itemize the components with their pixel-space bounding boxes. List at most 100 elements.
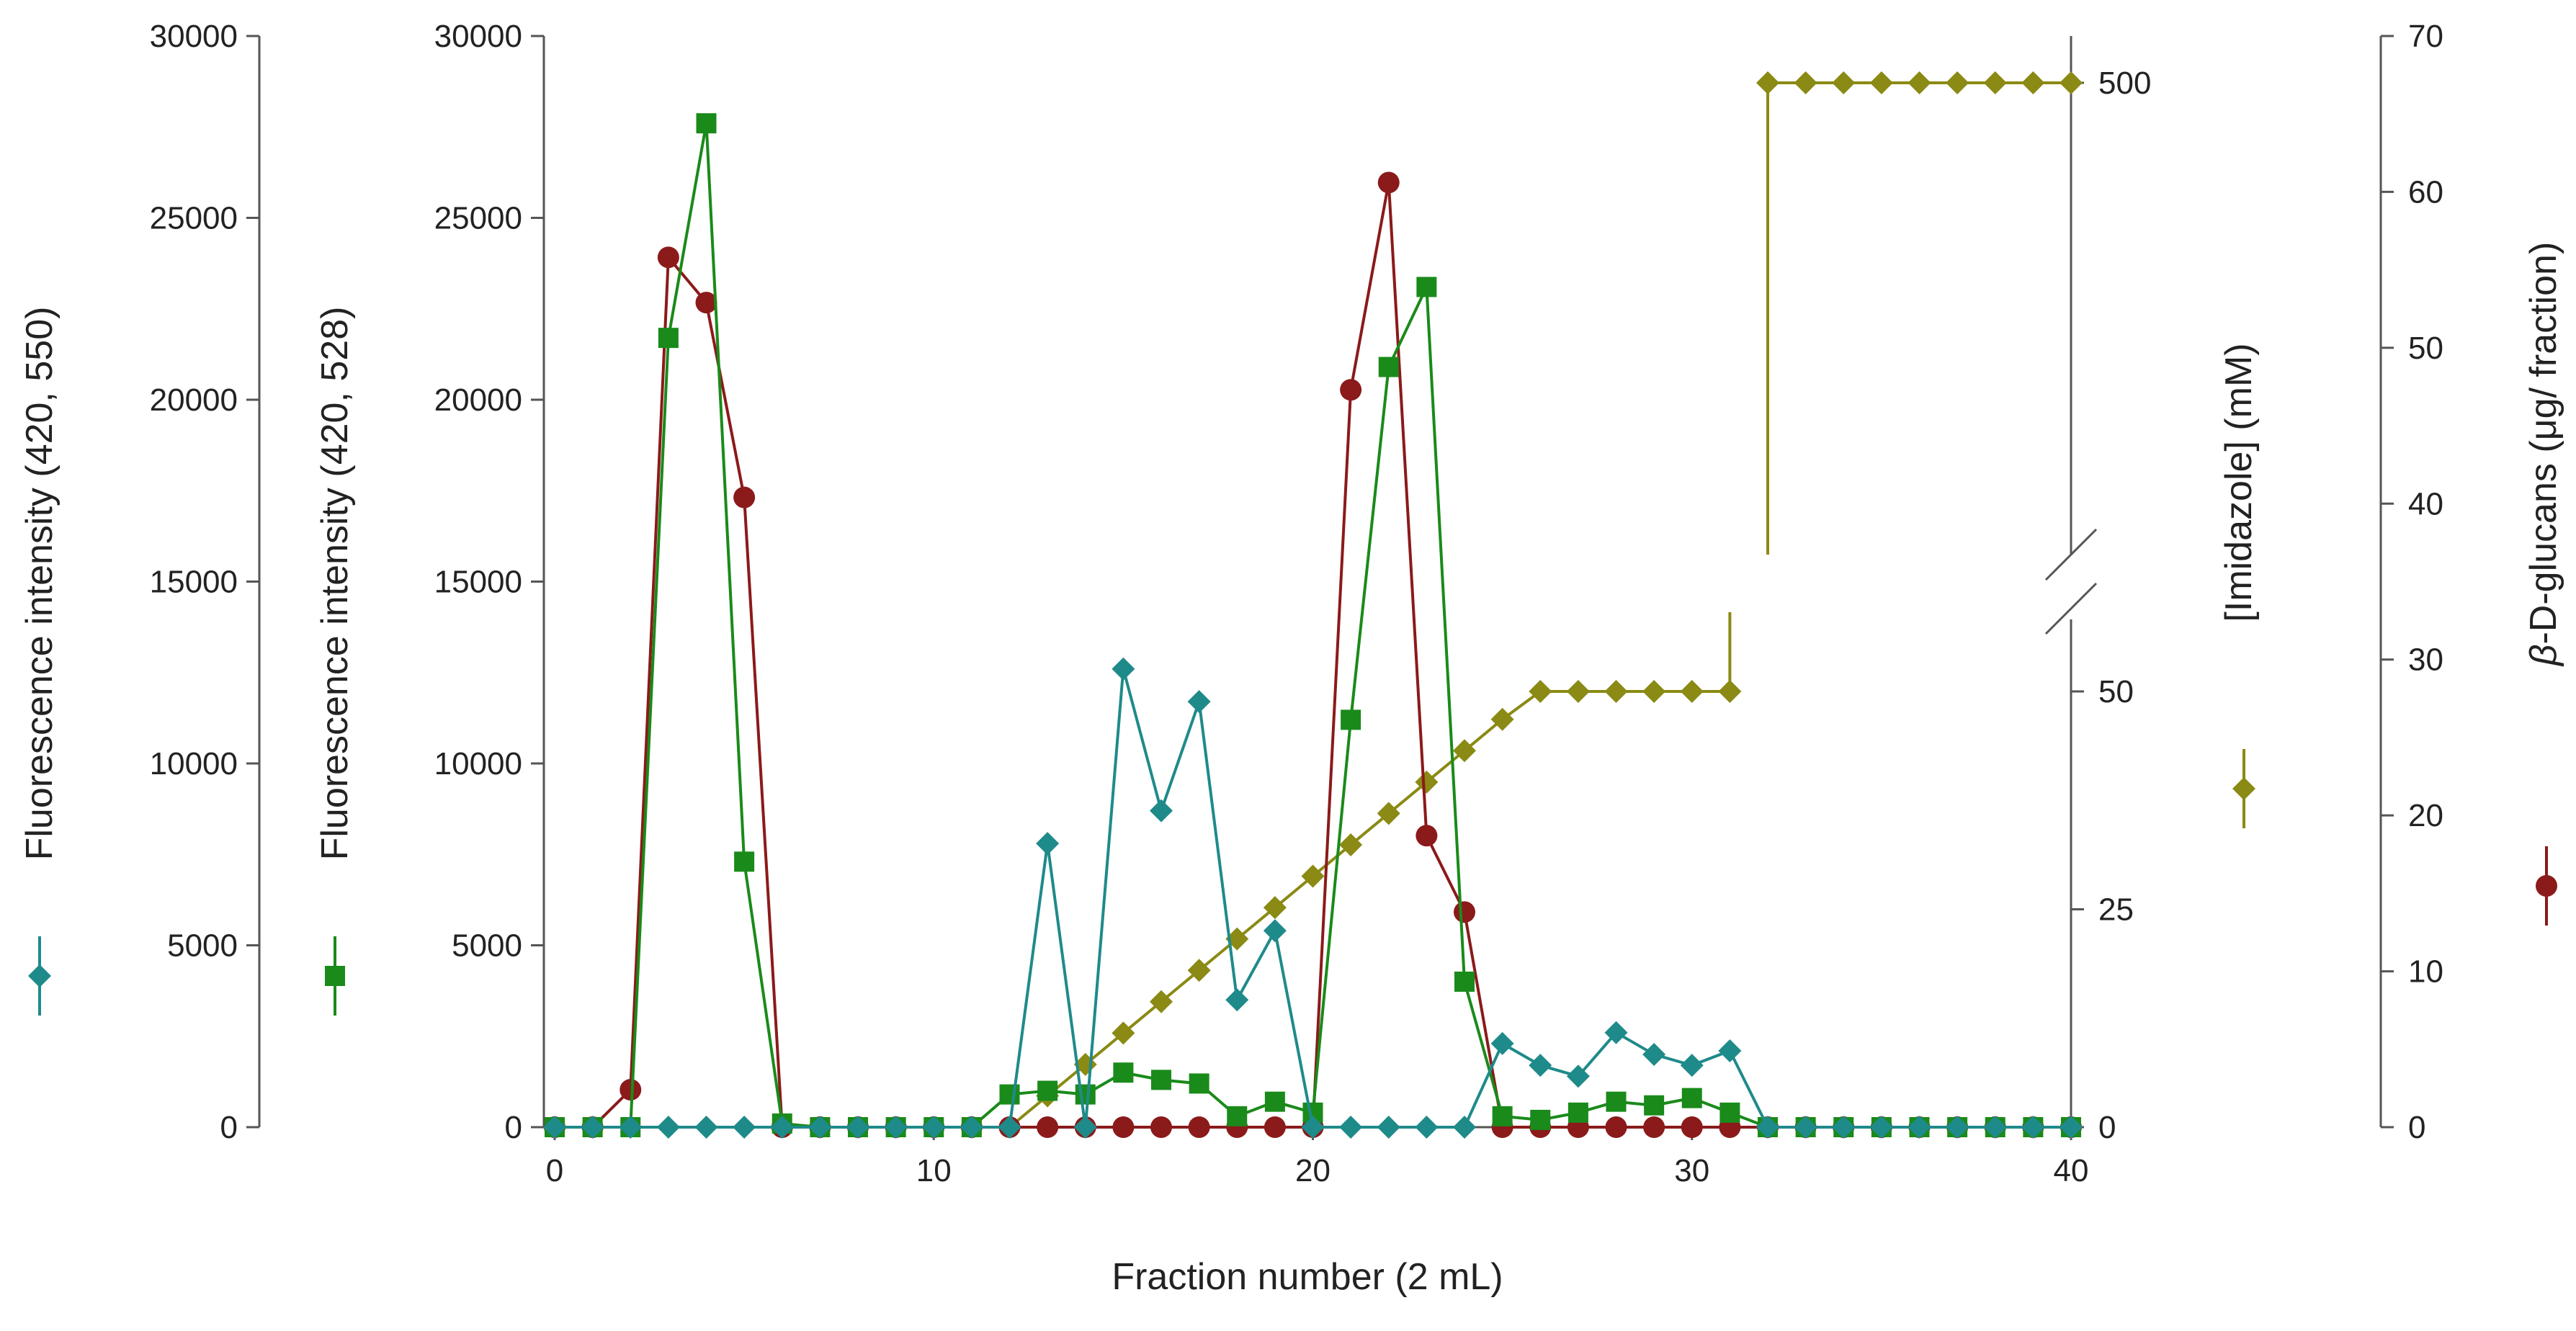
glucan-axis-tick-label: 30 xyxy=(2408,642,2443,678)
series-fluor528-point xyxy=(1416,277,1437,297)
left-axis-1-tick-label: 30000 xyxy=(150,19,238,54)
left-axis-1-tick-label: 20000 xyxy=(150,382,238,418)
series-fluor550-point xyxy=(1794,1116,1817,1139)
series-imidazole-point xyxy=(2060,71,2083,94)
series-glucans-point xyxy=(1112,1116,1135,1138)
series-imidazole-point xyxy=(1187,959,1211,982)
series-fluor550-point xyxy=(1225,988,1249,1012)
series-imidazole-point xyxy=(1415,770,1439,794)
series-glucans-point xyxy=(1643,1116,1665,1138)
series-fluor528-point xyxy=(734,851,755,872)
series-fluor550-point xyxy=(1301,1116,1325,1139)
series-fluor550-point xyxy=(922,1116,946,1139)
series-fluor528-point xyxy=(1037,1080,1058,1101)
legend-key-imidazole xyxy=(2232,777,2255,800)
series-imidazole-point xyxy=(1301,864,1325,888)
axis-break-mark-lower xyxy=(2044,582,2098,635)
series-fluor528-line xyxy=(555,122,2071,1129)
series-fluor550-point xyxy=(2060,1116,2083,1139)
glucan-axis-tick-label: 20 xyxy=(2408,798,2443,833)
series-glucans-point xyxy=(695,292,717,314)
series-fluor550-point xyxy=(846,1116,869,1139)
series-fluor550-point xyxy=(1073,1116,1097,1139)
series-imidazole-point xyxy=(2021,71,2045,94)
series-fluor528-point xyxy=(1264,1091,1285,1112)
imidazole-axis-title-group: [Imidazole] (mM) xyxy=(2218,343,2260,622)
series-glucans-point xyxy=(1150,1116,1172,1138)
series-fluor550-point xyxy=(1908,1116,1931,1139)
series-glucans-point xyxy=(620,1079,642,1101)
series-fluor550-point xyxy=(1150,799,1173,823)
series-imidazole-point xyxy=(1869,71,1893,94)
series-fluor550-point xyxy=(998,1116,1021,1139)
glucan-axis-title-italic: β xyxy=(2523,645,2564,668)
series-glucans-point xyxy=(1454,901,1475,923)
imidazole-axis-tick-label: 50 xyxy=(2098,674,2134,709)
imidazole-axis-tick-label: 500 xyxy=(2098,66,2151,101)
glucan-axis-tick-label: 10 xyxy=(2408,954,2443,990)
series-imidazole-point xyxy=(1832,71,1856,94)
left-axis-1-tick-label: 10000 xyxy=(150,746,238,781)
series-fluor550-point xyxy=(1604,1021,1628,1044)
series-glucans-point xyxy=(657,246,679,269)
series-imidazole-point xyxy=(1566,680,1590,703)
series-fluor528-point xyxy=(999,1084,1020,1105)
series-imidazole-point xyxy=(1529,680,1552,703)
series-fluor550-point xyxy=(1869,1116,1893,1139)
series-fluor550-point xyxy=(808,1116,832,1139)
series-fluor550-point xyxy=(1263,919,1287,943)
series-imidazole-point xyxy=(1377,802,1400,825)
series-glucans-point xyxy=(1416,825,1438,847)
series-fluor550-point xyxy=(884,1116,908,1139)
series-imidazole-point xyxy=(1150,990,1173,1013)
axis-break-mark-upper xyxy=(2044,528,2098,581)
series-fluor528-point xyxy=(1227,1106,1248,1126)
series-fluor528-point xyxy=(1454,972,1475,992)
glucan-axis-tick-label: 0 xyxy=(2408,1110,2425,1145)
left-axis-1-tick-label: 0 xyxy=(220,1110,238,1145)
series-glucans-point xyxy=(1377,171,1400,194)
series-fluor550-point xyxy=(1529,1054,1552,1077)
series-fluor528-point xyxy=(1681,1088,1702,1108)
series-fluor528-point xyxy=(1189,1073,1209,1094)
left-axis-2-tick-label: 25000 xyxy=(434,201,522,236)
series-fluor528-point xyxy=(1644,1095,1665,1116)
series-glucans xyxy=(544,171,2082,1138)
series-fluor550 xyxy=(543,657,2083,1139)
series-fluor528-point xyxy=(1606,1091,1627,1112)
left-axis-1-tick-label: 25000 xyxy=(150,201,238,236)
series-glucans-point xyxy=(1264,1116,1286,1138)
legend-key-fluor528 xyxy=(325,966,345,986)
series-fluor528-point xyxy=(1530,1109,1551,1130)
series-fluor528 xyxy=(545,113,2081,1137)
left-axis-2-tick-label: 10000 xyxy=(434,746,522,781)
series-fluor550-line xyxy=(555,668,2071,1129)
left-axis-2-tick-label: 0 xyxy=(505,1110,522,1145)
left-axis-1-title: Fluorescence intensity (420, 550) xyxy=(19,307,61,861)
glucan-axis-tick-label: 50 xyxy=(2408,331,2443,366)
series-fluor528-point xyxy=(1492,1106,1513,1126)
x-axis-tick-label: 30 xyxy=(1674,1153,1709,1188)
series-fluor550-point xyxy=(1566,1065,1590,1088)
series-fluor550-point xyxy=(960,1116,983,1139)
series-fluor528-point xyxy=(1151,1070,1171,1090)
series-imidazole-line xyxy=(1009,690,1730,1129)
left-axis-1-title-group: Fluorescence intensity (420, 550) xyxy=(19,307,61,861)
series-imidazole-point xyxy=(1680,680,1704,703)
series-imidazole-point xyxy=(1642,680,1666,703)
series-fluor550-point xyxy=(1983,1116,2007,1139)
left-axis-2-tick-label: 15000 xyxy=(434,565,522,600)
series-fluor528-point xyxy=(1378,357,1399,377)
series-imidazole-point xyxy=(1908,71,1931,94)
glucan-axis-tick-label: 60 xyxy=(2408,174,2443,210)
series-glucans-point xyxy=(1037,1116,1059,1138)
glucan-axis-title: β-D-glucans (μg/ fraction) xyxy=(2523,242,2564,668)
series-fluor550-point xyxy=(543,1116,566,1139)
series-fluor550-point xyxy=(694,1116,718,1139)
series-fluor550-point xyxy=(1756,1116,1779,1139)
series-fluor550-point xyxy=(1642,1043,1666,1066)
x-axis-title-group: Fraction number (2 mL) xyxy=(1112,1256,1503,1298)
series-imidazole-point xyxy=(1112,1021,1135,1045)
series-fluor550-point xyxy=(1680,1054,1704,1077)
